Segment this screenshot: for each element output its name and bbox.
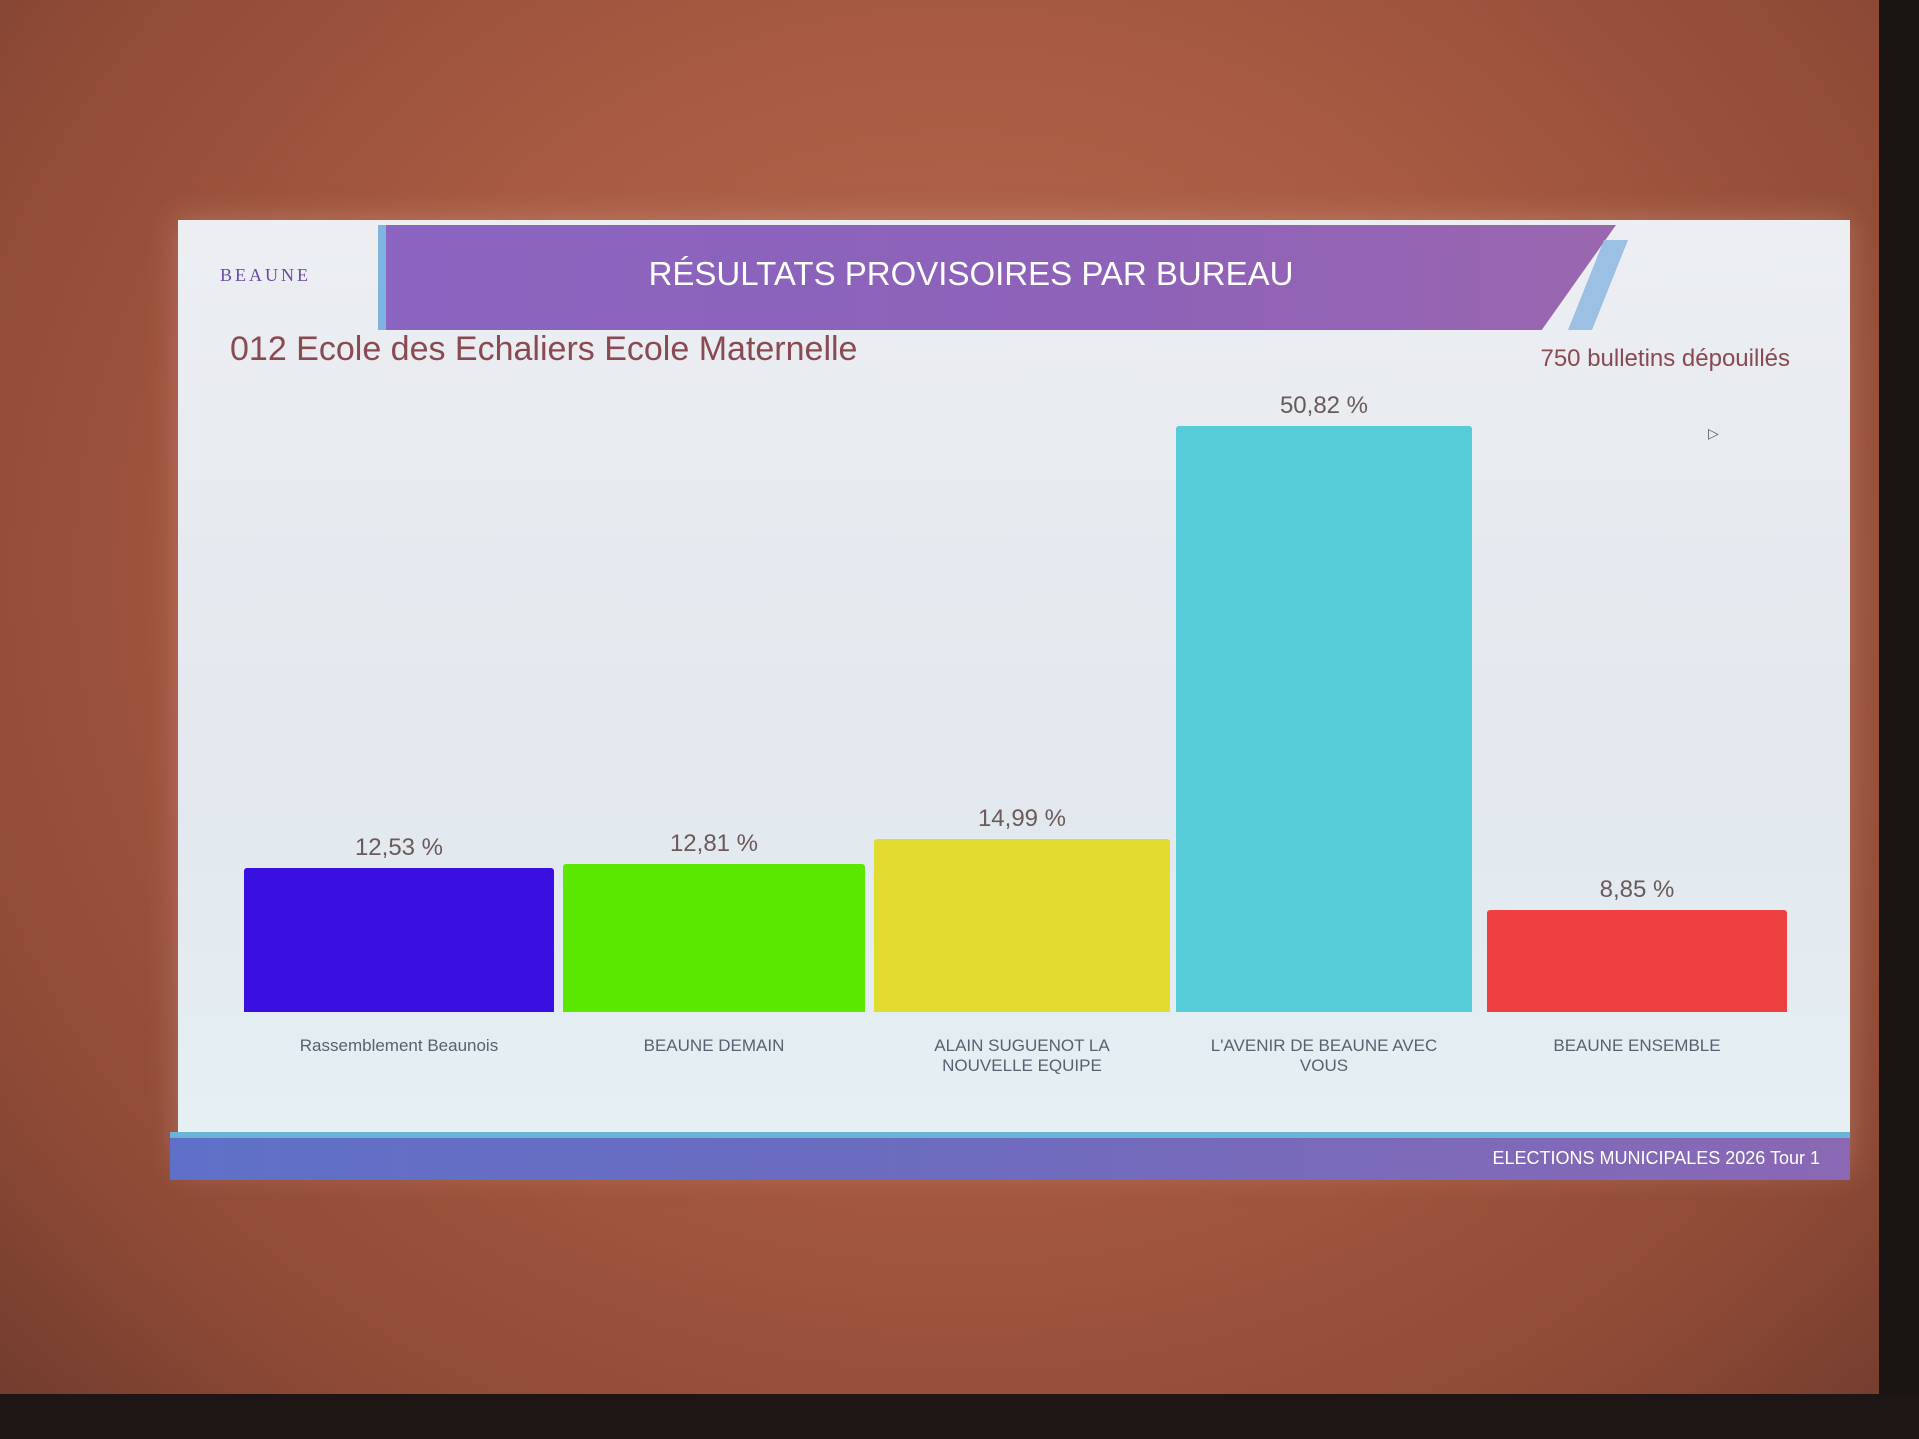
data-label: 12,81 % [669, 830, 759, 858]
screen-frame-bottom [0, 1394, 1919, 1439]
polling-station-name: 012 Ecole des Echaliers Ecole Maternelle [230, 330, 858, 368]
header-band: RÉSULTATS PROVISOIRES PAR BUREAU [378, 225, 1616, 330]
slide-title: RÉSULTATS PROVISOIRES PAR BUREAU [648, 255, 1294, 292]
data-label: 14,99 % [977, 805, 1067, 833]
bar-1 [563, 864, 865, 1012]
category-label: BEAUNE DEMAIN [643, 1036, 785, 1055]
beaune-logo: BEAUNE [220, 265, 311, 285]
bar-3 [1176, 426, 1472, 1012]
category-label: ALAIN SUGUENOT LA NOUVELLE EQUIPE [934, 1036, 1110, 1075]
data-label: 50,82 % [1279, 392, 1369, 420]
bar-4 [1487, 909, 1787, 1012]
category-label: BEAUNE ENSEMBLE [1553, 1036, 1721, 1055]
ballots-counted: 750 bulletins dépouillés [1540, 345, 1790, 372]
slide: BEAUNE RÉSULTATS PROVISOIRES PAR BUREAU … [170, 220, 1850, 1180]
bar-2 [874, 839, 1170, 1012]
mouse-cursor-icon: ▷ [1708, 425, 1719, 441]
data-label: 8,85 % [1599, 875, 1675, 903]
bar-0 [244, 867, 554, 1012]
footer-band: ELECTIONS MUNICIPALES 2026 Tour 1 [170, 1132, 1850, 1180]
footer-text: ELECTIONS MUNICIPALES 2026 Tour 1 [1492, 1148, 1820, 1168]
category-label: L'AVENIR DE BEAUNE AVEC VOUS [1210, 1036, 1438, 1075]
data-label: 12,53 % [354, 833, 444, 861]
screen-frame [1879, 0, 1919, 1439]
category-label: Rassemblement Beaunois [299, 1036, 499, 1055]
